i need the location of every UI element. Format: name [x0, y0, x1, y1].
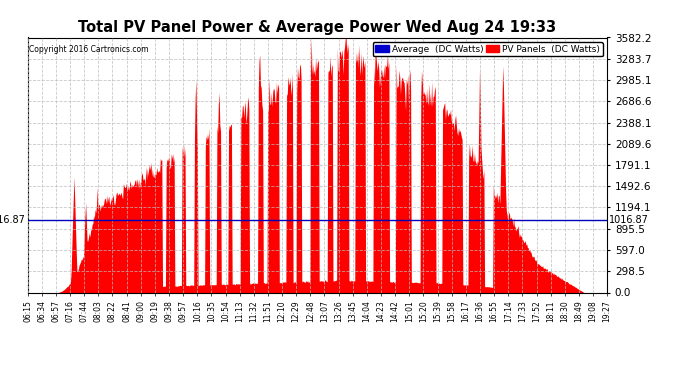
Text: Copyright 2016 Cartronics.com: Copyright 2016 Cartronics.com: [29, 45, 148, 54]
Text: 1016.87: 1016.87: [609, 215, 649, 225]
Text: 1016.87: 1016.87: [0, 215, 26, 225]
Legend: Average  (DC Watts), PV Panels  (DC Watts): Average (DC Watts), PV Panels (DC Watts): [373, 42, 602, 56]
Title: Total PV Panel Power & Average Power Wed Aug 24 19:33: Total PV Panel Power & Average Power Wed…: [79, 20, 556, 35]
